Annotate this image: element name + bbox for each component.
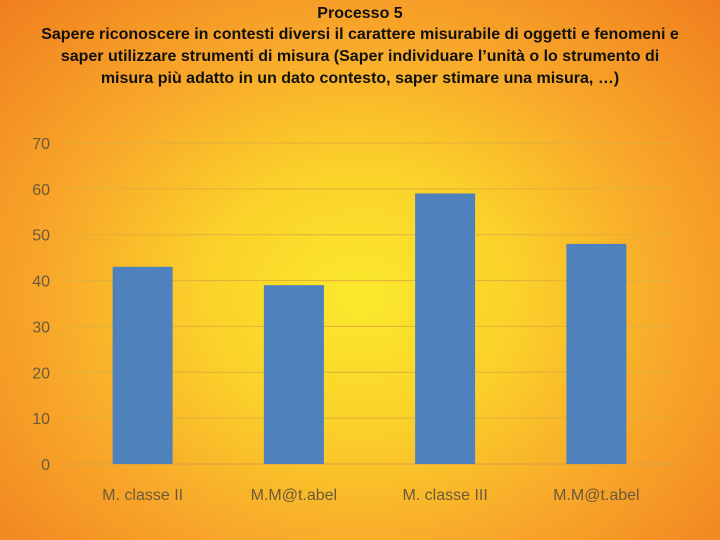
bar (566, 243, 627, 464)
x-category-label: M. classe II (102, 487, 183, 504)
chart-subtitle: Sapere riconoscere in contesti diversi i… (41, 26, 679, 87)
y-tick-label: 0 (41, 457, 50, 474)
x-category-label: M.M@t.abel (251, 487, 337, 504)
x-category-label: M.M@t.abel (553, 487, 639, 504)
y-tick-label: 40 (32, 274, 50, 291)
y-tick-label: 20 (32, 365, 50, 382)
title-block: Processo 5 Sapere riconoscere in contest… (0, 4, 720, 90)
bar (263, 285, 324, 464)
y-tick-label: 60 (32, 182, 50, 199)
y-tick-label: 50 (32, 228, 50, 245)
x-category-label: M. classe III (402, 487, 487, 504)
y-tick-label: 10 (32, 411, 50, 428)
bar (112, 266, 173, 464)
chart-title: Processo 5 (317, 5, 403, 22)
bar (415, 193, 476, 464)
y-tick-label: 70 (32, 136, 50, 153)
y-tick-label: 30 (32, 319, 50, 336)
